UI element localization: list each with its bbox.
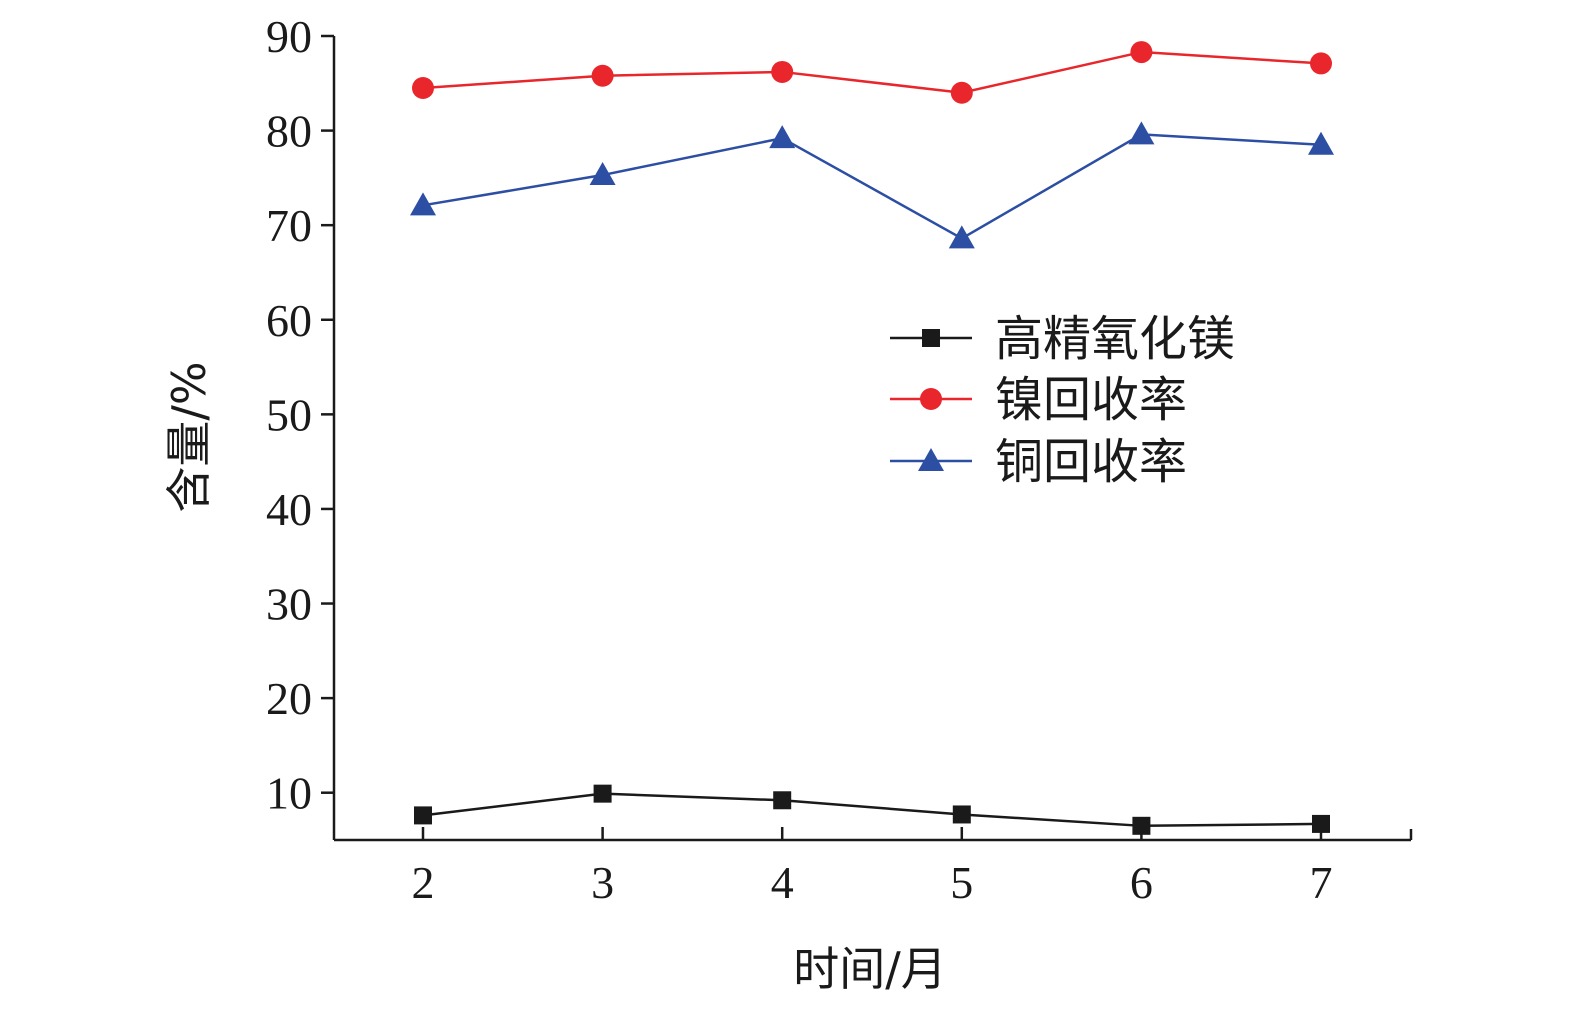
legend-item: 镍回收率 <box>890 372 1187 428</box>
data-point <box>593 784 612 803</box>
y-tick-label: 30 <box>266 579 312 630</box>
x-axis-ticks: 2 3 4 5 6 7 <box>412 827 1333 908</box>
y-tick-label: 20 <box>266 673 312 724</box>
data-point <box>950 81 973 104</box>
axes <box>332 36 1413 842</box>
data-point <box>952 805 971 824</box>
data-point <box>410 192 436 216</box>
data-point <box>769 125 796 149</box>
data-point <box>414 806 432 825</box>
series-line <box>422 792 1322 828</box>
y-tick-label: 80 <box>266 106 312 157</box>
y-axis-title: 含量/% <box>162 361 216 512</box>
legend-label: 高精氧化镁 <box>995 311 1235 367</box>
legend-item: 铜回收率 <box>890 434 1187 490</box>
y-tick-label: 70 <box>266 200 312 251</box>
data-point <box>589 162 616 186</box>
series-line <box>422 50 1322 95</box>
x-tick-label: 7 <box>1310 857 1333 908</box>
x-tick-label: 3 <box>591 857 614 908</box>
x-tick-label: 4 <box>771 857 794 908</box>
legend-marker <box>920 388 942 410</box>
y-tick-label: 60 <box>266 295 312 346</box>
y-tick-label: 50 <box>266 389 312 440</box>
series-3 <box>410 121 1334 249</box>
legend-label: 镍回收率 <box>995 372 1187 428</box>
data-point <box>948 225 975 249</box>
y-tick-label: 40 <box>266 484 312 535</box>
legend-item: 高精氧化镁 <box>890 311 1235 367</box>
data-point <box>1130 41 1153 64</box>
data-point <box>1132 816 1151 835</box>
y-tick-label: 10 <box>266 768 312 819</box>
series-group <box>410 41 1334 835</box>
series-2 <box>412 41 1332 104</box>
y-axis-ticks: 10 20 30 40 50 60 70 80 90 <box>266 11 334 819</box>
data-point <box>412 77 434 100</box>
data-point <box>1310 52 1332 75</box>
x-tick-label: 2 <box>412 857 435 908</box>
data-point <box>771 60 794 83</box>
data-point <box>1128 121 1155 145</box>
x-tick-label: 6 <box>1130 857 1153 908</box>
legend-marker <box>918 448 944 471</box>
series-1 <box>414 784 1330 835</box>
x-tick-label: 5 <box>950 857 973 908</box>
legend-marker <box>922 329 940 347</box>
series-line <box>422 133 1322 240</box>
legend-label: 铜回收率 <box>995 434 1187 490</box>
data-point <box>1312 814 1330 833</box>
y-tick-label: 90 <box>266 11 312 62</box>
data-point <box>773 791 792 810</box>
x-axis-title: 时间/月 <box>793 942 947 996</box>
data-point <box>591 64 614 87</box>
data-point <box>1308 131 1334 155</box>
